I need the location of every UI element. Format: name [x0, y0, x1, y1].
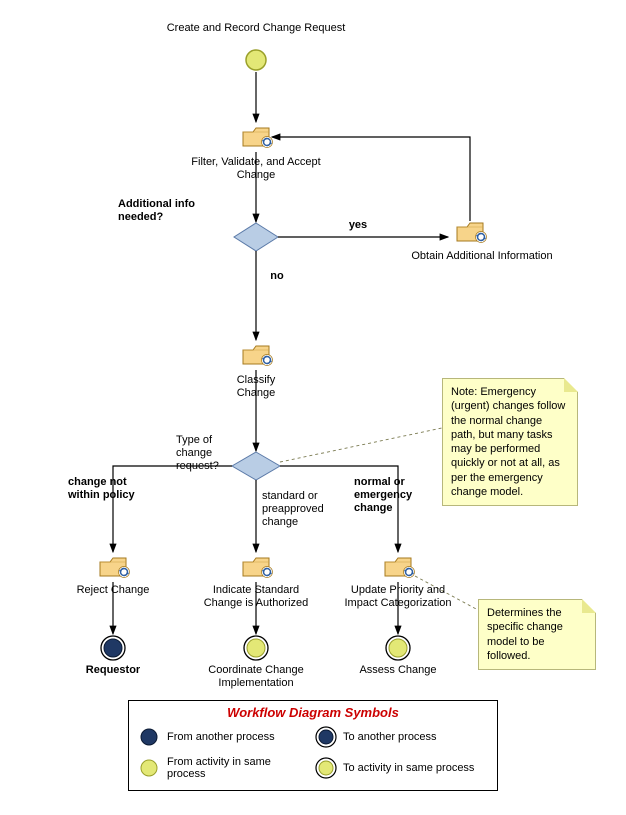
node-update	[385, 558, 415, 578]
legend-label-to-same: To activity in same process	[343, 762, 487, 774]
node-indicate	[243, 558, 273, 578]
label-obtain: Obtain Additional Information	[402, 250, 562, 263]
node-filter	[243, 128, 273, 148]
label-coord: Coordinate Change Implementation	[196, 664, 316, 690]
label-decision1: Additional info needed?	[118, 198, 218, 224]
node-requestor	[104, 639, 122, 657]
note-model: Determines the specific change model to …	[478, 599, 596, 670]
label-decision2: Type of change request?	[176, 434, 246, 474]
label-indicate: Indicate Standard Change is Authorized	[196, 584, 316, 610]
label-reject: Reject Change	[63, 584, 163, 597]
legend-box: Workflow Diagram Symbols From another pr…	[128, 700, 498, 791]
legend-label-from-another: From another process	[167, 731, 311, 743]
node-obtain	[457, 223, 487, 243]
label-classify: Classify Change	[216, 374, 296, 400]
node-start	[246, 50, 266, 70]
legend-icon-from-same	[139, 758, 159, 778]
legend-label-to-another: To another process	[343, 731, 487, 743]
label-start: Create and Record Change Request	[156, 22, 356, 35]
node-classify	[243, 346, 273, 366]
edge-label-normal: normal or emergency change	[354, 476, 444, 516]
legend-icon-to-same	[315, 757, 337, 779]
node-assess	[389, 639, 407, 657]
label-update: Update Priority and Impact Categorizatio…	[338, 584, 458, 610]
node-coord	[247, 639, 265, 657]
edge-label-no: no	[262, 270, 292, 283]
legend-icon-from-another	[139, 727, 159, 747]
legend-grid: From another process To another process …	[129, 726, 497, 790]
legend-title: Workflow Diagram Symbols	[129, 705, 497, 720]
node-decision1	[234, 223, 278, 251]
legend-icon-to-another	[315, 726, 337, 748]
label-requestor: Requestor	[73, 664, 153, 677]
label-assess: Assess Change	[353, 664, 443, 677]
label-filter: Filter, Validate, and Accept Change	[176, 156, 336, 182]
edge-label-not-policy: change not within policy	[68, 476, 158, 502]
edge-label-standard: standard or preapproved change	[262, 490, 352, 530]
note-emergency: Note: Emergency (urgent) changes follow …	[442, 378, 578, 506]
legend-label-from-same: From activity in same process	[167, 756, 311, 780]
edge-label-yes: yes	[338, 219, 378, 232]
node-reject	[100, 558, 130, 578]
